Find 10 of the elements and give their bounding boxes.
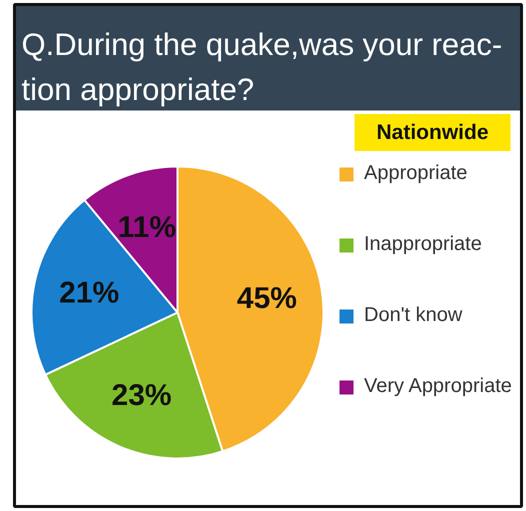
chart-subtitle: Nationwide — [376, 121, 489, 144]
legend-label: Appropriate — [364, 162, 468, 185]
legend-label: Very Appropriate — [364, 375, 512, 398]
legend-label: Don't know — [364, 304, 462, 327]
legend-label: Inappropriate — [364, 233, 482, 256]
data-label: 23% — [112, 379, 172, 412]
data-label: 11% — [118, 210, 176, 244]
data-label: 21% — [59, 276, 120, 310]
data-label: 45% — [236, 282, 297, 315]
chart-title: Q.During the quake,was your reac- tion appropriate? — [22, 27, 502, 107]
